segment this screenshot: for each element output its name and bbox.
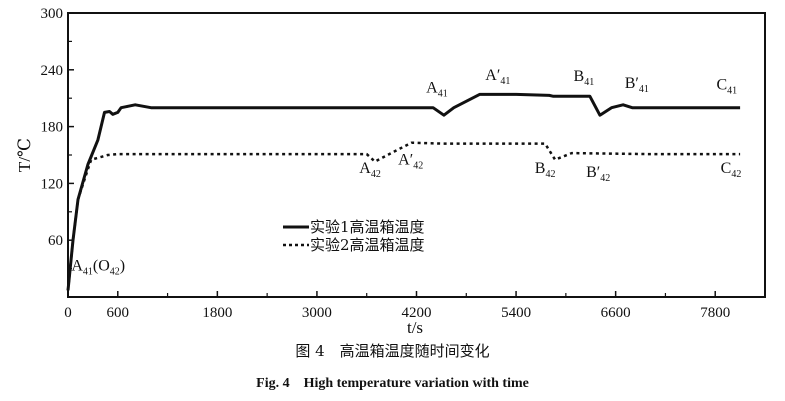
point-label: B′41	[625, 75, 649, 95]
series-lines	[66, 92, 741, 291]
y-axis-title: T/℃	[15, 138, 34, 172]
x-tick-label: 6600	[601, 305, 631, 321]
annotations: A41(O42) A41 A′41 B41 B′41 C41 A42 A′42 B42 B′42 C…	[71, 67, 741, 277]
point-label: B42	[535, 160, 556, 180]
axis-ticks: 0 600 1800 3000 4200 5400 6600 7800 60 120 180 240 3…	[41, 6, 731, 321]
point-label: A41	[426, 80, 448, 100]
x-axis-title: t/s	[407, 318, 423, 337]
point-label: C42	[721, 160, 742, 180]
y-tick-label: 60	[48, 233, 63, 249]
y-tick-label: 180	[41, 120, 64, 136]
y-tick-label: 120	[41, 176, 64, 192]
figure-caption-english: Fig. 4 High temperature variation with t…	[256, 376, 529, 391]
x-tick-label: 1800	[202, 305, 232, 321]
point-label: B′42	[586, 164, 610, 184]
legend-label-2: 实验2高温箱温度	[310, 236, 425, 254]
point-label: B41	[574, 68, 595, 88]
point-label: A42	[359, 160, 381, 180]
series-line-2	[66, 141, 741, 291]
series-line-1	[66, 92, 741, 291]
x-tick-label: 3000	[302, 305, 332, 321]
y-tick-label: 300	[41, 6, 64, 22]
x-tick-label: 7800	[700, 305, 730, 321]
x-tick-label: 4200	[402, 305, 432, 321]
point-label: A′41	[485, 67, 510, 87]
x-tick-label: 600	[107, 305, 130, 321]
point-label: A′42	[398, 151, 423, 171]
legend: 实验1高温箱温度 实验2高温箱温度	[283, 218, 425, 254]
x-tick-label: 0	[64, 305, 72, 321]
y-tick-label: 240	[41, 63, 64, 79]
legend-label-1: 实验1高温箱温度	[310, 218, 425, 236]
point-label: C41	[716, 77, 737, 97]
figure-caption-chinese: 图 4 高温箱温度随时间变化	[295, 342, 490, 360]
point-label: A41(O42)	[71, 257, 125, 277]
x-tick-label: 5400	[501, 305, 531, 321]
